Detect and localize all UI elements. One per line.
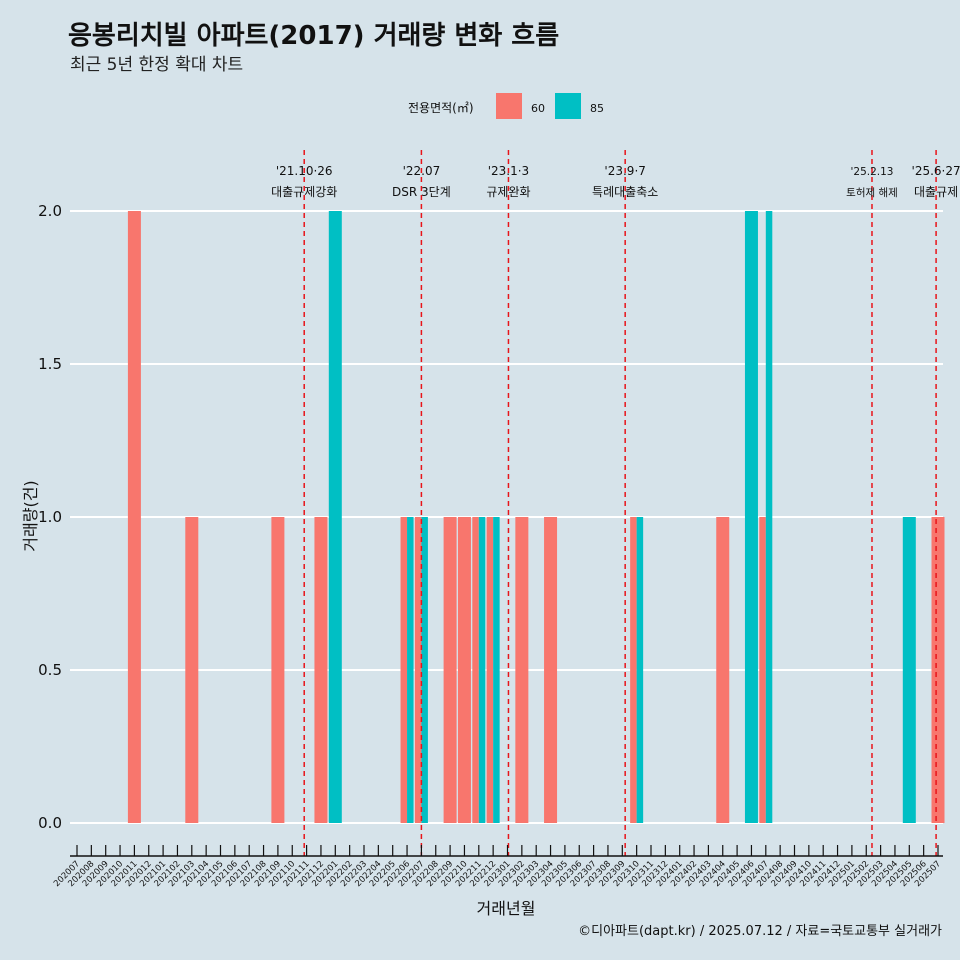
- event-policy-label: 대출규제강화: [271, 185, 337, 199]
- legend: 전용면적(㎡) 60 85: [408, 93, 604, 119]
- bar-85-202211: [478, 517, 486, 823]
- bar-85-202505: [902, 517, 916, 823]
- bar-60-202507: [931, 517, 945, 823]
- event-policy-label: 토허제 해제: [846, 186, 898, 199]
- bar-60-202207: [414, 517, 422, 823]
- bar-85-202212: [493, 517, 500, 823]
- y-tick-label: 0.5: [38, 661, 62, 679]
- bar-60-202206: [400, 517, 408, 823]
- bar-85-202201: [328, 211, 342, 823]
- event-date-label: '22.07: [403, 164, 441, 178]
- bar-85-202407: [765, 211, 773, 823]
- bar-85-202206: [407, 517, 414, 823]
- event-date-label: '23.9·7: [604, 164, 645, 178]
- caption: ©디아파트(dapt.kr) / 2025.07.12 / 자료=국토교통부 실…: [578, 924, 942, 939]
- gridlines: [70, 210, 943, 824]
- y-axis-title: 거래량(건): [21, 480, 40, 551]
- y-axis-ticks: 0.0 0.5 1.0 1.5 2.0: [38, 202, 62, 832]
- event-policy-label: 특례대출축소: [592, 185, 658, 199]
- bar-60-202304: [544, 517, 558, 823]
- bar-60-202103: [185, 517, 199, 823]
- y-tick-label: 0.0: [38, 814, 62, 832]
- bar-60-202404: [716, 517, 730, 823]
- bar-60-202407: [759, 517, 766, 823]
- event-lines: '21.10·26 대출규제강화 '22.07 DSR 3단계 '23.1·3 규제완화 '…: [271, 150, 960, 856]
- event-date-label: '21.10·26: [276, 164, 333, 178]
- bar-60-202302: [515, 517, 529, 823]
- legend-title: 전용면적(㎡): [408, 101, 474, 115]
- bar-60-202109: [271, 517, 285, 823]
- bars: [127, 211, 945, 823]
- event-date-label: '23.1·3: [488, 164, 529, 178]
- x-axis-title: 거래년월: [477, 899, 536, 918]
- y-tick-label: 1.0: [38, 508, 62, 526]
- bar-60-202212: [486, 517, 494, 823]
- y-tick-label: 2.0: [38, 202, 62, 220]
- bar-60-202209: [443, 517, 457, 823]
- legend-swatch-60: [496, 93, 522, 119]
- bar-60-202310: [630, 517, 637, 823]
- y-tick-label: 1.5: [38, 355, 62, 373]
- bar-60-202211: [472, 517, 479, 823]
- chart-title: 응봉리치빌 아파트(2017) 거래량 변화 흐름: [68, 21, 559, 51]
- bar-85-202310: [636, 517, 644, 823]
- event-date-label: '25.6·27: [912, 164, 960, 178]
- bar-60-202011: [127, 211, 141, 823]
- bar-85-202406: [744, 211, 758, 823]
- chart-subtitle: 최근 5년 한정 확대 차트: [70, 55, 243, 75]
- legend-label-85: 85: [590, 102, 604, 115]
- legend-label-60: 60: [531, 102, 545, 115]
- bar-85-202207: [421, 517, 428, 823]
- event-policy-label: 규제완화: [486, 185, 530, 199]
- event-policy-label: 대출규제: [914, 185, 958, 199]
- bar-60-202112: [314, 517, 328, 823]
- event-policy-label: DSR 3단계: [392, 185, 451, 199]
- x-axis: 2020072020082020092020102020112020122021…: [52, 845, 943, 889]
- bar-60-202210: [457, 517, 471, 823]
- legend-swatch-85: [555, 93, 581, 119]
- event-date-label: '25.2.13: [851, 166, 894, 178]
